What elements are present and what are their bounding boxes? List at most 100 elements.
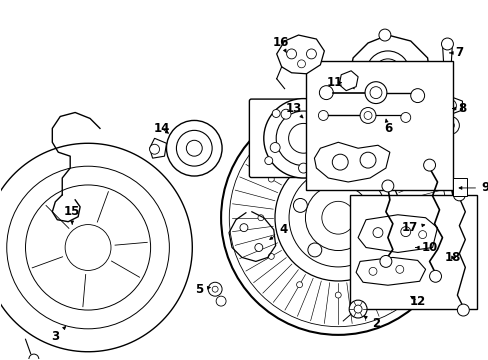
Circle shape — [456, 304, 468, 316]
Circle shape — [441, 38, 452, 50]
Circle shape — [326, 157, 334, 165]
Text: 15: 15 — [64, 205, 80, 224]
Polygon shape — [314, 142, 389, 182]
Circle shape — [402, 176, 407, 182]
Polygon shape — [357, 215, 437, 252]
Circle shape — [359, 108, 375, 123]
Text: 5: 5 — [195, 283, 210, 296]
Circle shape — [368, 198, 382, 212]
Circle shape — [400, 112, 410, 122]
Text: 17: 17 — [401, 221, 424, 234]
Polygon shape — [339, 71, 357, 91]
Text: 16: 16 — [272, 36, 288, 53]
Circle shape — [281, 109, 290, 119]
Circle shape — [335, 138, 341, 143]
Circle shape — [400, 227, 410, 237]
Circle shape — [373, 59, 401, 87]
Circle shape — [29, 354, 39, 360]
Text: 8: 8 — [452, 102, 466, 115]
Circle shape — [264, 157, 272, 165]
Circle shape — [452, 189, 465, 201]
Polygon shape — [149, 138, 166, 158]
Text: 18: 18 — [443, 251, 460, 264]
FancyBboxPatch shape — [249, 99, 357, 177]
Circle shape — [395, 265, 403, 273]
Circle shape — [298, 163, 308, 173]
Circle shape — [365, 82, 386, 104]
Circle shape — [293, 198, 306, 212]
Circle shape — [296, 148, 302, 154]
Circle shape — [305, 185, 370, 251]
Circle shape — [149, 144, 159, 154]
Circle shape — [373, 148, 379, 154]
Circle shape — [366, 51, 409, 95]
Polygon shape — [276, 35, 324, 74]
Circle shape — [378, 29, 390, 41]
Circle shape — [441, 117, 458, 134]
Polygon shape — [347, 35, 430, 114]
Circle shape — [369, 87, 381, 99]
Circle shape — [368, 267, 376, 275]
Circle shape — [330, 171, 345, 185]
Circle shape — [321, 201, 354, 234]
Circle shape — [410, 89, 424, 103]
Circle shape — [286, 49, 296, 59]
Circle shape — [274, 154, 401, 281]
Circle shape — [332, 154, 347, 170]
Text: 13: 13 — [285, 102, 303, 118]
Circle shape — [221, 100, 454, 335]
Circle shape — [25, 185, 150, 310]
Text: 9: 9 — [458, 181, 488, 194]
Circle shape — [335, 292, 341, 298]
Circle shape — [65, 225, 111, 270]
Circle shape — [423, 159, 435, 171]
Circle shape — [240, 224, 247, 231]
Text: 1: 1 — [0, 359, 1, 360]
Text: 2: 2 — [364, 316, 379, 330]
Circle shape — [326, 143, 336, 153]
Circle shape — [297, 60, 305, 68]
Circle shape — [208, 282, 222, 296]
Circle shape — [373, 282, 379, 288]
Circle shape — [319, 86, 333, 100]
Circle shape — [166, 121, 222, 176]
Text: 12: 12 — [409, 294, 425, 308]
Bar — [452, 178, 467, 196]
Circle shape — [444, 100, 455, 112]
Text: 10: 10 — [415, 241, 437, 254]
Text: 14: 14 — [153, 122, 169, 135]
Circle shape — [324, 81, 338, 95]
Circle shape — [7, 166, 169, 329]
Circle shape — [372, 228, 382, 238]
Circle shape — [254, 243, 262, 252]
Circle shape — [402, 253, 407, 259]
Circle shape — [216, 296, 225, 306]
Text: 3: 3 — [51, 327, 65, 343]
Circle shape — [186, 140, 202, 156]
Circle shape — [363, 112, 371, 120]
Circle shape — [381, 180, 393, 192]
Circle shape — [428, 270, 441, 282]
Circle shape — [258, 215, 264, 221]
Polygon shape — [442, 44, 451, 67]
Circle shape — [412, 215, 418, 221]
Text: 11: 11 — [326, 76, 343, 89]
Circle shape — [306, 49, 316, 59]
Circle shape — [418, 231, 426, 239]
Circle shape — [268, 176, 274, 182]
Circle shape — [288, 123, 318, 153]
Circle shape — [354, 243, 368, 257]
Circle shape — [270, 143, 280, 153]
Circle shape — [359, 152, 375, 168]
Circle shape — [296, 282, 302, 288]
Circle shape — [268, 253, 274, 259]
Text: 7: 7 — [449, 46, 463, 59]
Circle shape — [318, 111, 327, 121]
Circle shape — [348, 300, 366, 318]
Circle shape — [212, 286, 218, 292]
Circle shape — [263, 99, 343, 178]
Circle shape — [276, 111, 330, 166]
Bar — [306, 61, 452, 190]
Polygon shape — [438, 96, 462, 114]
Circle shape — [176, 130, 212, 166]
